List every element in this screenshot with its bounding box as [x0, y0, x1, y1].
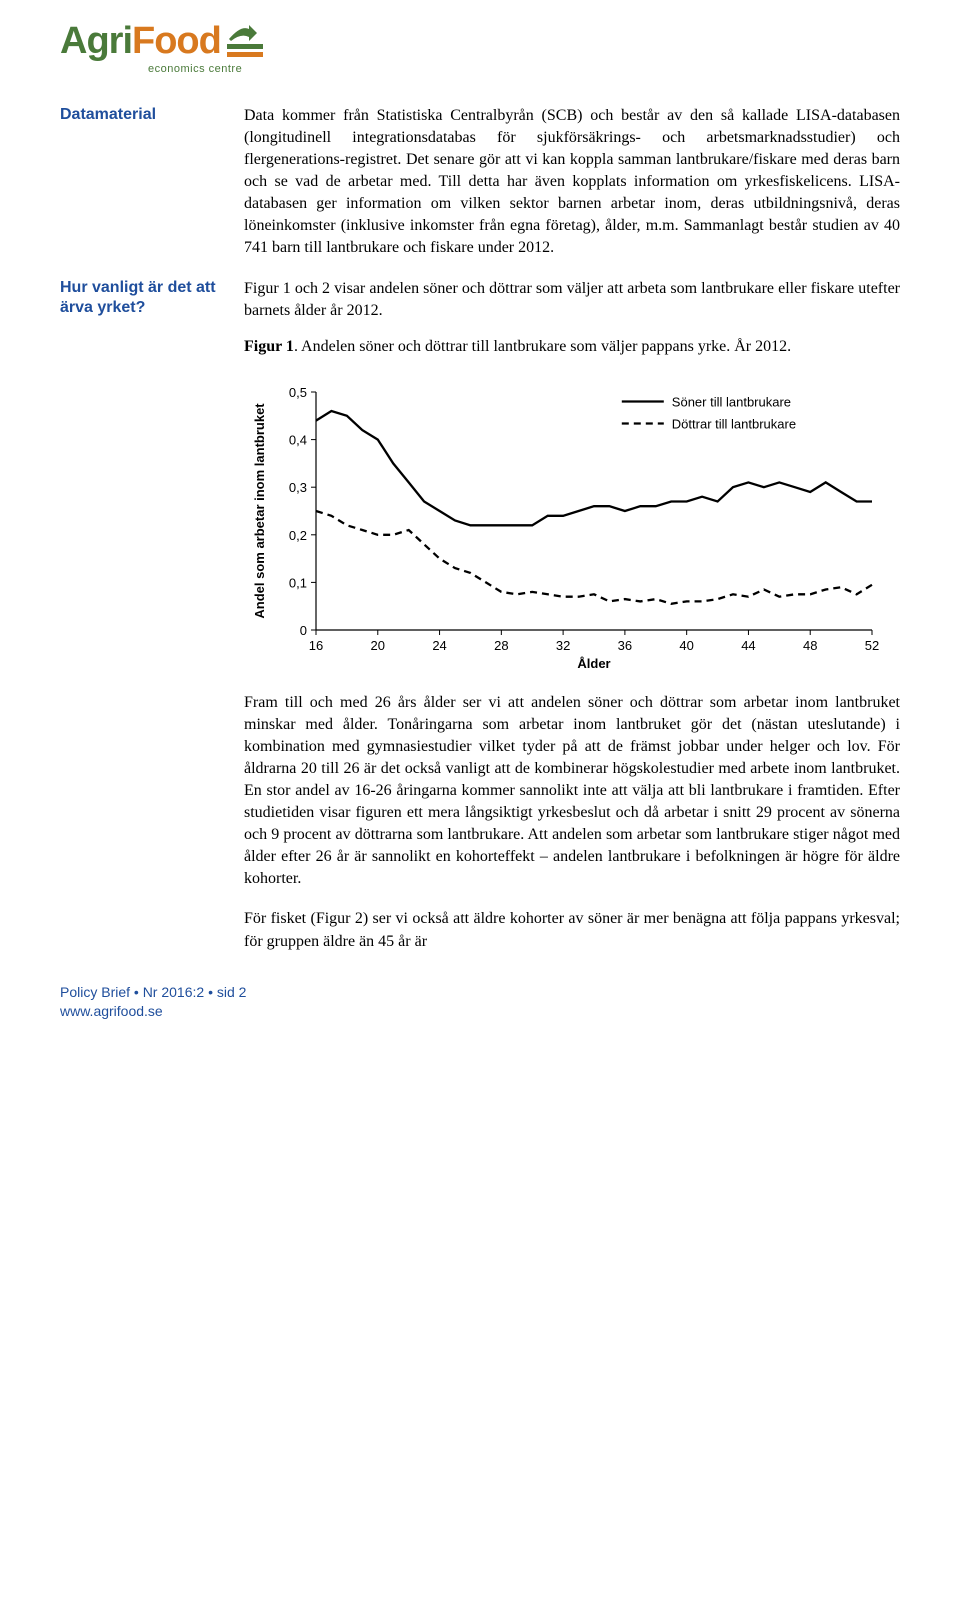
section-para3: Fram till och med 26 års ålder ser vi at… [60, 692, 900, 891]
section-datamaterial: Datamaterial Data kommer från Statistisk… [60, 105, 900, 260]
logo-subtitle: economics centre [148, 63, 900, 75]
figure-caption: . Andelen söner och döttrar till lantbru… [294, 338, 791, 355]
logo-line-2-icon [227, 52, 263, 57]
logo-part1: Agri [60, 20, 132, 62]
empty-label [60, 908, 220, 952]
logo-block: AgriFood economics centre [60, 20, 900, 75]
page: AgriFood economics centre Datamaterial D… [0, 0, 960, 1062]
svg-text:Ålder: Ålder [577, 656, 610, 671]
svg-text:Söner till lantbrukare: Söner till lantbrukare [672, 394, 791, 409]
svg-text:0,4: 0,4 [289, 432, 307, 447]
logo-curve-icon [227, 23, 263, 41]
svg-text:Döttrar till lantbrukare: Döttrar till lantbrukare [672, 416, 796, 431]
section-label: Hur vanligt är det att ärva yrket? [60, 278, 220, 364]
paragraph: Fram till och med 26 års ålder ser vi at… [244, 692, 900, 891]
section-body: Data kommer från Statistiska Centralbyrå… [244, 105, 900, 260]
figure-1-chart: 0 0,1 0,2 0,3 0,4 0,5 16 20 24 28 32 36 40 44 48 52 Ande… [244, 382, 884, 672]
section-label: Datamaterial [60, 105, 220, 260]
svg-text:36: 36 [618, 638, 632, 653]
logo-text: AgriFood [60, 20, 221, 63]
svg-text:0,2: 0,2 [289, 528, 307, 543]
paragraph: För fisket (Figur 2) ser vi också att äl… [244, 908, 900, 952]
logo-row: AgriFood [60, 20, 900, 63]
logo-line-1-icon [227, 44, 263, 49]
section-para4: För fisket (Figur 2) ser vi också att äl… [60, 908, 900, 952]
svg-text:0,3: 0,3 [289, 480, 307, 495]
empty-label [60, 692, 220, 891]
svg-text:28: 28 [494, 638, 508, 653]
svg-text:40: 40 [679, 638, 693, 653]
svg-text:0,5: 0,5 [289, 385, 307, 400]
svg-text:16: 16 [309, 638, 323, 653]
footer-line2: www.agrifood.se [60, 1002, 900, 1022]
page-footer: Policy Brief • Nr 2016:2 • sid 2 www.agr… [60, 983, 900, 1022]
svg-text:44: 44 [741, 638, 755, 653]
figure-number: Figur 1 [244, 338, 294, 355]
logo-part2: Food [132, 20, 221, 62]
svg-text:0: 0 [300, 623, 307, 638]
svg-text:48: 48 [803, 638, 817, 653]
logo-mark [227, 23, 263, 57]
section-vanligt: Hur vanligt är det att ärva yrket? Figur… [60, 278, 900, 364]
svg-text:Andel som arbetar inom lantbru: Andel som arbetar inom lantbruket [252, 402, 267, 618]
intro-paragraph: Figur 1 och 2 visar andelen söner och dö… [244, 278, 900, 322]
svg-text:52: 52 [865, 638, 879, 653]
svg-text:24: 24 [432, 638, 446, 653]
section-body: Figur 1 och 2 visar andelen söner och dö… [244, 278, 900, 364]
svg-text:20: 20 [371, 638, 385, 653]
footer-line1: Policy Brief • Nr 2016:2 • sid 2 [60, 983, 900, 1003]
figure-title: Figur 1. Andelen söner och döttrar till … [244, 336, 900, 358]
svg-text:32: 32 [556, 638, 570, 653]
svg-text:0,1: 0,1 [289, 575, 307, 590]
